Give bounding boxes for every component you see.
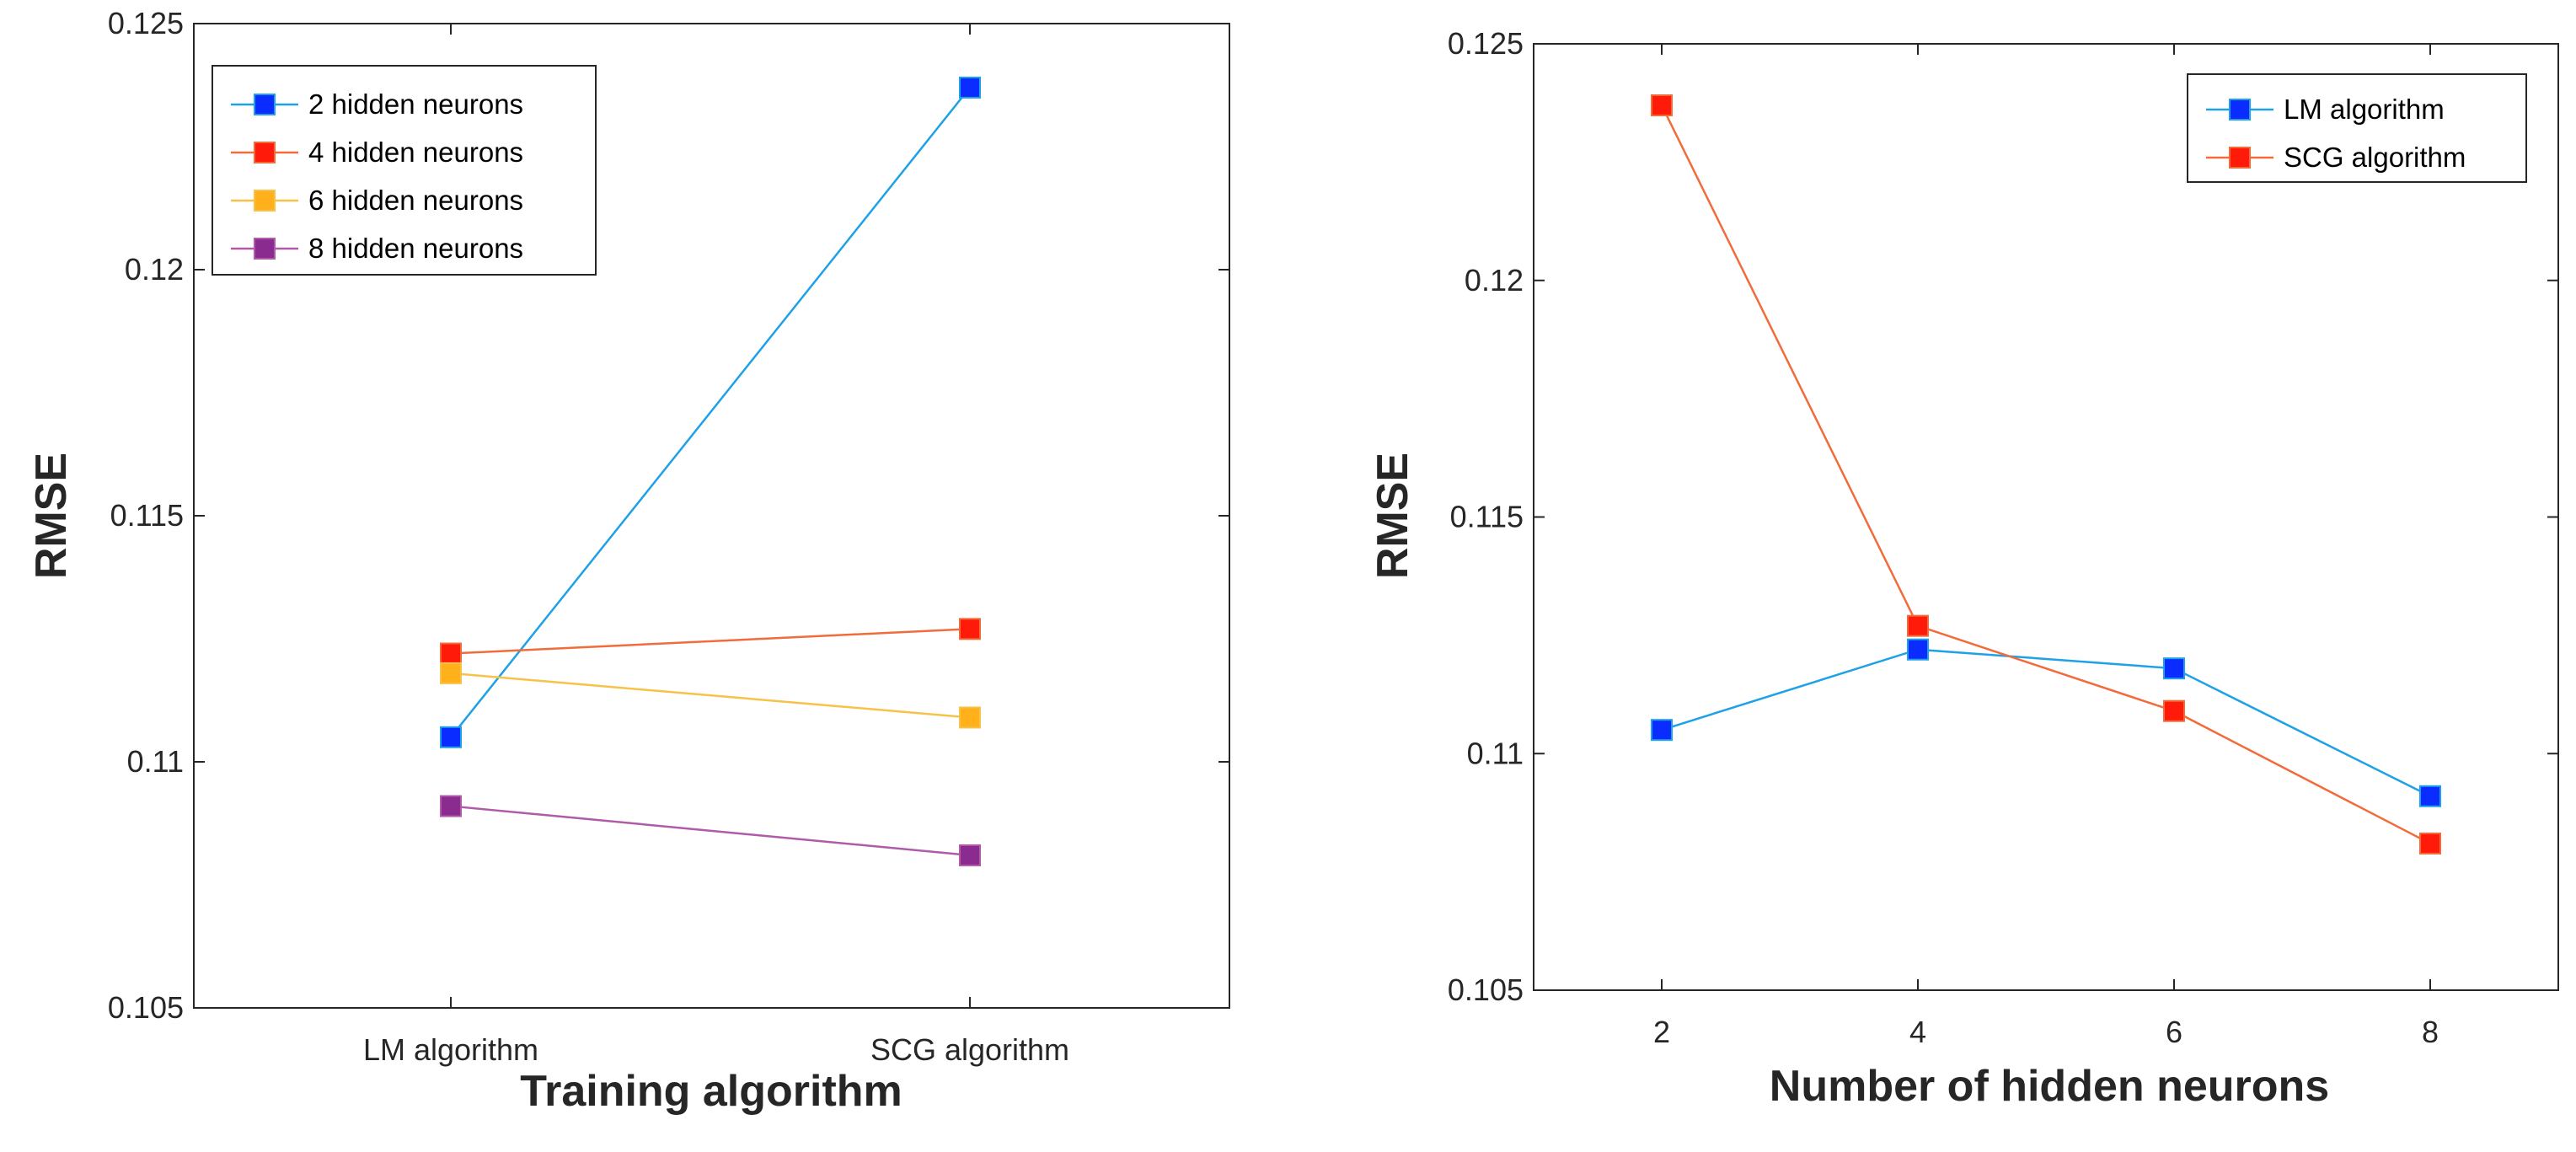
y-tick-label: 0.115: [1450, 500, 1524, 534]
data-point: [2420, 833, 2440, 854]
chart-2: 0.105 0.11 0.115 0.12 0.125 2 4 6 8 Number of hid…: [1368, 26, 2558, 1111]
data-point: [2420, 786, 2440, 806]
data-point: [960, 78, 980, 98]
y-tick-label: 0.105: [108, 990, 184, 1025]
data-point: [1908, 640, 1928, 660]
legend-label: SCG algorithm: [2284, 142, 2466, 173]
legend-swatch-marker: [254, 238, 275, 259]
chart-1: 0.105 0.11 0.115 0.12 0.125 LM algorithm SCG a…: [27, 6, 1229, 1116]
x-axis-title: Training algorithm: [520, 1067, 902, 1116]
data-point: [441, 796, 461, 817]
data-point: [441, 727, 461, 747]
legend: 2 hidden neurons 4 hidden neurons 6 hidden…: [212, 66, 596, 275]
legend-label: 8 hidden neurons: [308, 233, 523, 264]
y-axis-title: RMSE: [1368, 453, 1417, 579]
y-tick-label: 0.125: [1448, 26, 1524, 61]
data-point: [441, 644, 461, 664]
data-point: [441, 663, 461, 683]
x-tick-label: LM algorithm: [363, 1032, 538, 1067]
x-tick-label: 4: [1909, 1015, 1926, 1049]
legend-swatch-marker: [254, 142, 275, 163]
legend-swatch-marker: [2230, 147, 2250, 168]
legend-label: 6 hidden neurons: [308, 185, 523, 216]
legend-label: 4 hidden neurons: [308, 137, 523, 168]
y-tick-label: 0.11: [1467, 736, 1524, 770]
x-tick-label: SCG algorithm: [870, 1032, 1069, 1067]
plot-area: [1534, 44, 2558, 990]
legend: LM algorithm SCG algorithm: [2188, 74, 2526, 182]
x-tick-label: 8: [2422, 1015, 2439, 1049]
data-point: [2164, 701, 2184, 721]
legend-swatch-marker: [254, 94, 275, 115]
x-tick-label: 6: [2166, 1015, 2182, 1049]
data-point: [2164, 658, 2184, 678]
figure: 0.105 0.11 0.115 0.12 0.125 LM algorithm SCG a…: [0, 0, 2576, 1152]
legend-label: 2 hidden neurons: [308, 88, 523, 120]
y-tick-label: 0.115: [110, 498, 184, 533]
y-tick-label: 0.105: [1448, 973, 1524, 1007]
data-point: [1652, 720, 1672, 740]
data-point: [1908, 616, 1928, 636]
y-tick-label: 0.12: [1465, 263, 1524, 297]
x-axis-title: Number of hidden neurons: [1770, 1062, 2329, 1111]
x-tick-label: 2: [1653, 1015, 1670, 1049]
data-point: [1652, 95, 1672, 115]
legend-swatch-marker: [254, 190, 275, 211]
y-tick-label: 0.12: [125, 252, 184, 287]
legend-swatch-marker: [2230, 99, 2250, 120]
data-point: [960, 707, 980, 727]
legend-label: LM algorithm: [2284, 94, 2445, 125]
data-point: [960, 845, 980, 865]
data-point: [960, 619, 980, 639]
y-tick-label: 0.11: [127, 744, 184, 779]
y-tick-label: 0.125: [108, 6, 184, 40]
y-axis-title: RMSE: [27, 453, 76, 579]
